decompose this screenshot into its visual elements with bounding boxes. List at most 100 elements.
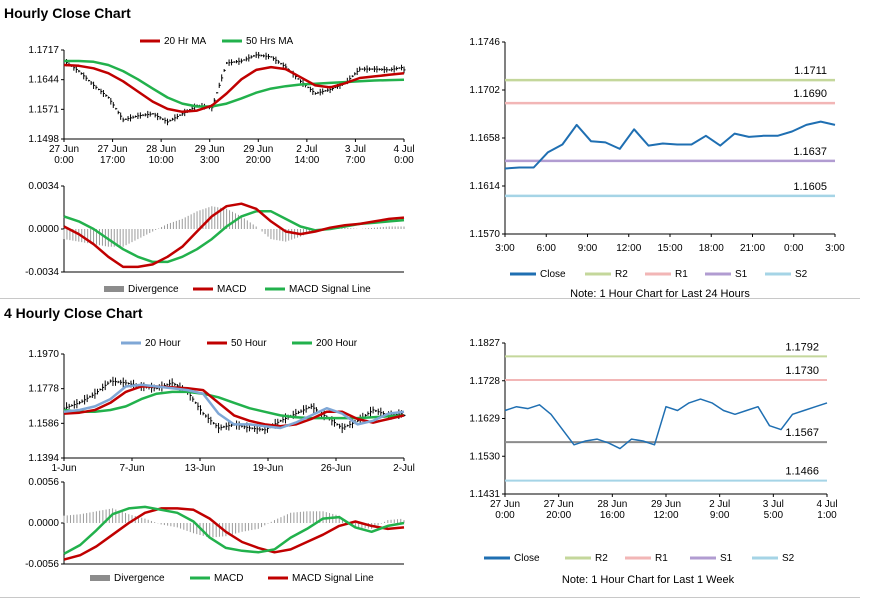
four-hourly-pivot-ytick-label: 1.1530 [469,451,500,462]
hourly-macd-ytick-label: 0.0000 [28,224,59,235]
four-hourly-legend-50hr-label: 50 Hour [231,338,267,349]
four-hourly-price-ytick-label: 1.1394 [28,453,59,464]
four-hourly-pivot-ytick-label: 1.1629 [469,414,500,425]
hourly-pivot-r2-label: 1.1711 [794,65,827,77]
four-hourly-legend-200hr-label: 200 Hour [316,338,358,349]
hourly-section-title: Hourly Close Chart [4,5,131,21]
hourly-pivot-xtick-label: 21:00 [740,243,765,254]
hourly-pivot-xtick-label: 12:00 [616,243,641,254]
hourly-price-xtick-label: 4 Jul 0:00 [393,144,414,166]
hourly-pivot-legend-close-label: Close [540,269,566,280]
four-hourly-section-title: 4 Hourly Close Chart [4,305,143,321]
hourly-legend-macd-label: MACD [217,284,246,295]
hourly-legend-20hr-label: 20 Hr MA [164,36,207,47]
four-hourly-legend-20hr-label: 20 Hour [145,338,181,349]
four-hourly-pivot-ytick-label: 1.1728 [469,376,500,387]
hourly-price-ytick-label: 1.1571 [28,104,59,115]
hourly-legend-50hr-label: 50 Hrs MA [246,36,294,47]
four-hourly-macd-signal-line [63,507,405,561]
four-hourly-pivot-xtick-label: 3 Jul 5:00 [763,499,784,521]
four-hourly-legend-divergence-swatch [90,575,110,581]
four-hourly-price-xtick-label: 13-Jun [185,463,216,474]
four-hourly-pivot-legend-r1-label: R1 [655,553,668,564]
four-hourly-pivot-xtick-label: 28 Jun 16:00 [597,499,627,521]
hourly-pivot-xtick-label: 0:00 [784,243,804,254]
hourly-price-ytick-label: 1.1498 [28,134,59,145]
hourly-pivot-r1-label: 1.1690 [793,88,827,100]
four-hourly-pivot-s2-label: 1.1466 [785,466,819,478]
hourly-price-xtick-label: 29 Jun 20:00 [243,144,273,166]
hourly-pivot-ytick-label: 1.1702 [469,85,500,96]
four-hourly-pivot-xtick-label: 27 Jun 0:00 [490,499,520,521]
hourly-pivot-s2-label: 1.1605 [793,181,827,193]
hourly-pivot-ytick-label: 1.1614 [469,181,500,192]
four-hourly-20hr-line [63,383,405,430]
four-hourly-pivot-xtick-label: 4 Jul 1:00 [816,499,837,521]
four-hourly-pivot-legend-r2-label: R2 [595,553,608,564]
section-divider [0,298,860,299]
four-hourly-price-xtick-label: 1-Jun [51,463,76,474]
four-hourly-price-ytick-label: 1.1778 [28,384,59,395]
hourly-price-xtick-label: 2 Jul 14:00 [294,144,319,166]
four-hourly-price-xtick-label: 26-Jun [321,463,352,474]
four-hourly-price-ytick-label: 1.1970 [28,349,59,360]
bottom-divider [0,597,860,598]
four-hourly-pivot-r2-label: 1.1792 [785,341,819,353]
four-hourly-pivot-close-line [504,398,828,450]
four-hourly-legend-macd-label: MACD [214,573,243,584]
hourly-pivot-ytick-label: 1.1570 [469,229,500,240]
hourly-pivot-ytick-label: 1.1658 [469,133,500,144]
hourly-pivot-xtick-label: 6:00 [537,243,557,254]
hourly-pivot-xtick-label: 18:00 [699,243,724,254]
four-hourly-macd-ytick-label: 0.0000 [28,518,59,529]
four-hourly-pivot-xtick-label: 2 Jul 9:00 [709,499,730,521]
hourly-pivot-legend-r2-label: R2 [615,269,628,280]
four-hourly-price-xtick-label: 19-Jun [253,463,284,474]
hourly-pivot-xtick-label: 3:00 [825,243,845,254]
four-hourly-pivot-r1-label: 1.1730 [785,365,819,377]
hourly-macd-ytick-label: -0.0034 [25,267,59,278]
four-hourly-price-xtick-label: 7-Jun [119,463,144,474]
four-hourly-pivot-ytick-label: 1.1431 [469,489,500,500]
hourly-20hr-ma-line [63,63,405,114]
hourly-pivot-xtick-label: 9:00 [578,243,598,254]
four-hourly-50hr-line [63,385,405,428]
hourly-macd-signal-line [63,210,405,264]
four-hourly-macd-ytick-label: -0.0056 [25,559,59,570]
hourly-pivot-legend-s2-label: S2 [795,269,808,280]
hourly-price-xtick-label: 27 Jun 0:00 [49,144,79,166]
hourly-legend-macd-signal-label: MACD Signal Line [289,284,371,295]
four-hourly-pivot-note: Note: 1 Hour Chart for Last 1 Week [562,574,735,586]
four-hourly-legend-divergence-label: Divergence [114,573,165,584]
hourly-pivot-s1-label: 1.1637 [793,146,827,158]
four-hourly-macd-ytick-label: 0.0056 [28,477,59,488]
four-hourly-pivot-legend-s1-label: S1 [720,553,733,564]
four-hourly-pivot-xtick-label: 27 Jun 20:00 [544,499,574,521]
hourly-legend-divergence-label: Divergence [128,284,179,295]
four-hourly-pivot-legend-s2-label: S2 [782,553,795,564]
hourly-pivot-close-line [504,120,836,170]
four-hourly-legend-macd-signal-label: MACD Signal Line [292,573,374,584]
four-hourly-pivot-xtick-label: 29 Jun 12:00 [651,499,681,521]
hourly-50hr-ma-line [64,59,405,108]
four-hourly-pivot-legend-close-label: Close [514,553,540,564]
hourly-price-xtick-label: 3 Jul 7:00 [345,144,366,166]
four-hourly-price-xtick-label: 2-Jul [393,463,415,474]
hourly-pivot-legend-r1-label: R1 [675,269,688,280]
hourly-pivot-xtick-label: 15:00 [657,243,682,254]
hourly-price-xtick-label: 29 Jun 3:00 [195,144,225,166]
hourly-pivot-legend-s1-label: S1 [735,269,748,280]
four-hourly-price-ytick-label: 1.1586 [28,418,59,429]
hourly-price-xtick-label: 27 Jun 17:00 [98,144,128,166]
four-hourly-macd-line [63,505,405,555]
hourly-price-ytick-label: 1.1717 [28,45,59,56]
hourly-pivot-note: Note: 1 Hour Chart for Last 24 Hours [570,288,750,300]
hourly-macd-ytick-label: 0.0034 [28,181,59,192]
hourly-price-xtick-label: 28 Jun 10:00 [146,144,176,166]
four-hourly-pivot-ytick-label: 1.1827 [469,338,500,349]
hourly-pivot-xtick-label: 3:00 [495,243,515,254]
hourly-price-ytick-label: 1.1644 [28,75,59,86]
hourly-legend-divergence-swatch [104,286,124,292]
four-hourly-pivot-s1-label: 1.1567 [785,427,819,439]
